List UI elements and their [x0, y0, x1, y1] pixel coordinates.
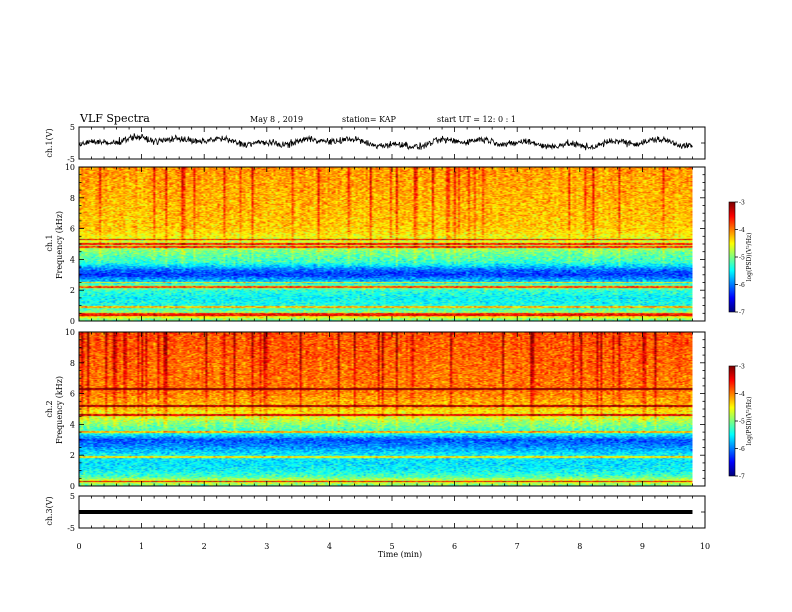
frequency-tick-label: 0 [70, 482, 75, 491]
voltage-tick-label: -5 [67, 155, 75, 164]
figure-title: VLF Spectra [79, 112, 150, 125]
ch2-colorbar-image [729, 366, 735, 476]
ch3-voltage-ylabel: ch.3(V) [45, 496, 54, 525]
station-label: station= KAP [342, 115, 397, 124]
voltage-tick-label: 5 [70, 123, 75, 132]
ch2-colorbar-tick-label: -5 [739, 419, 745, 426]
start-time-label: start UT = 12: 0 : 1 [437, 115, 516, 124]
ch2-spectrogram-image [79, 332, 693, 486]
voltage-tick-label: -5 [67, 524, 75, 533]
frequency-tick-label: 8 [70, 194, 75, 203]
time-tick-label: 4 [327, 542, 332, 551]
frequency-tick-label: 8 [70, 359, 75, 368]
frequency-tick-label: 4 [70, 420, 75, 429]
ch1-colorbar-tick-label: -3 [739, 200, 745, 207]
time-xlabel: Time (min) [378, 550, 422, 559]
frequency-tick-label: 10 [65, 163, 75, 172]
frequency-tick-label: 0 [70, 317, 75, 326]
time-tick-label: 10 [700, 542, 710, 551]
ch1-frequency-ylabel: Frequency (kHz) [55, 211, 64, 279]
ch2-colorbar-label: log(PSD)(V²/Hz) [746, 397, 753, 446]
ch1-voltage-ylabel: ch.1(V) [45, 128, 54, 157]
ch1-colorbar-tick-label: -4 [739, 227, 745, 234]
time-tick-label: 1 [139, 542, 144, 551]
time-tick-label: 9 [640, 542, 645, 551]
date-label: May 8 , 2019 [250, 115, 303, 124]
ch2-channel-ylabel: ch.2 [45, 400, 54, 417]
frequency-tick-label: 4 [70, 255, 75, 264]
ch1-colorbar-image [729, 202, 735, 312]
ch1-waveform-line [78, 133, 693, 151]
frequency-tick-label: 6 [70, 390, 75, 399]
time-tick-label: 2 [202, 542, 207, 551]
ch1-colorbar-label: log(PSD)(V²/Hz) [746, 233, 753, 282]
time-tick-label: 5 [389, 542, 394, 551]
ch1-colorbar-tick-label: -6 [739, 282, 745, 289]
time-tick-label: 8 [577, 542, 582, 551]
time-tick-label: 6 [452, 542, 457, 551]
axis-ticks-group: 0 1 2 3 4 5 6 7 8 9 10 0 2 4 6 8 10 0 2 4 6 8 10 5 -5 5 -5 -3 -4 -5 -6… [65, 123, 753, 551]
ch1-colorbar-tick-label: -5 [739, 255, 745, 262]
time-tick-label: 0 [76, 542, 81, 551]
frequency-tick-label: 2 [70, 451, 75, 460]
ch2-colorbar-tick-label: -3 [739, 364, 745, 371]
ch1-colorbar-tick-label: -7 [739, 310, 745, 317]
frequency-tick-label: 2 [70, 286, 75, 295]
voltage-tick-label: 5 [70, 492, 75, 501]
ch2-colorbar-tick-label: -4 [739, 391, 745, 398]
frequency-tick-label: 6 [70, 225, 75, 234]
ch2-frequency-ylabel: Frequency (kHz) [55, 376, 64, 444]
ch1-channel-ylabel: ch.1 [45, 234, 54, 251]
time-tick-label: 3 [264, 542, 269, 551]
ch2-colorbar-tick-label: -6 [739, 446, 745, 453]
ch2-colorbar-tick-label: -7 [739, 474, 745, 481]
frequency-tick-label: 10 [65, 328, 75, 337]
ch1-spectrogram-image [79, 167, 693, 321]
time-tick-label: 7 [515, 542, 520, 551]
